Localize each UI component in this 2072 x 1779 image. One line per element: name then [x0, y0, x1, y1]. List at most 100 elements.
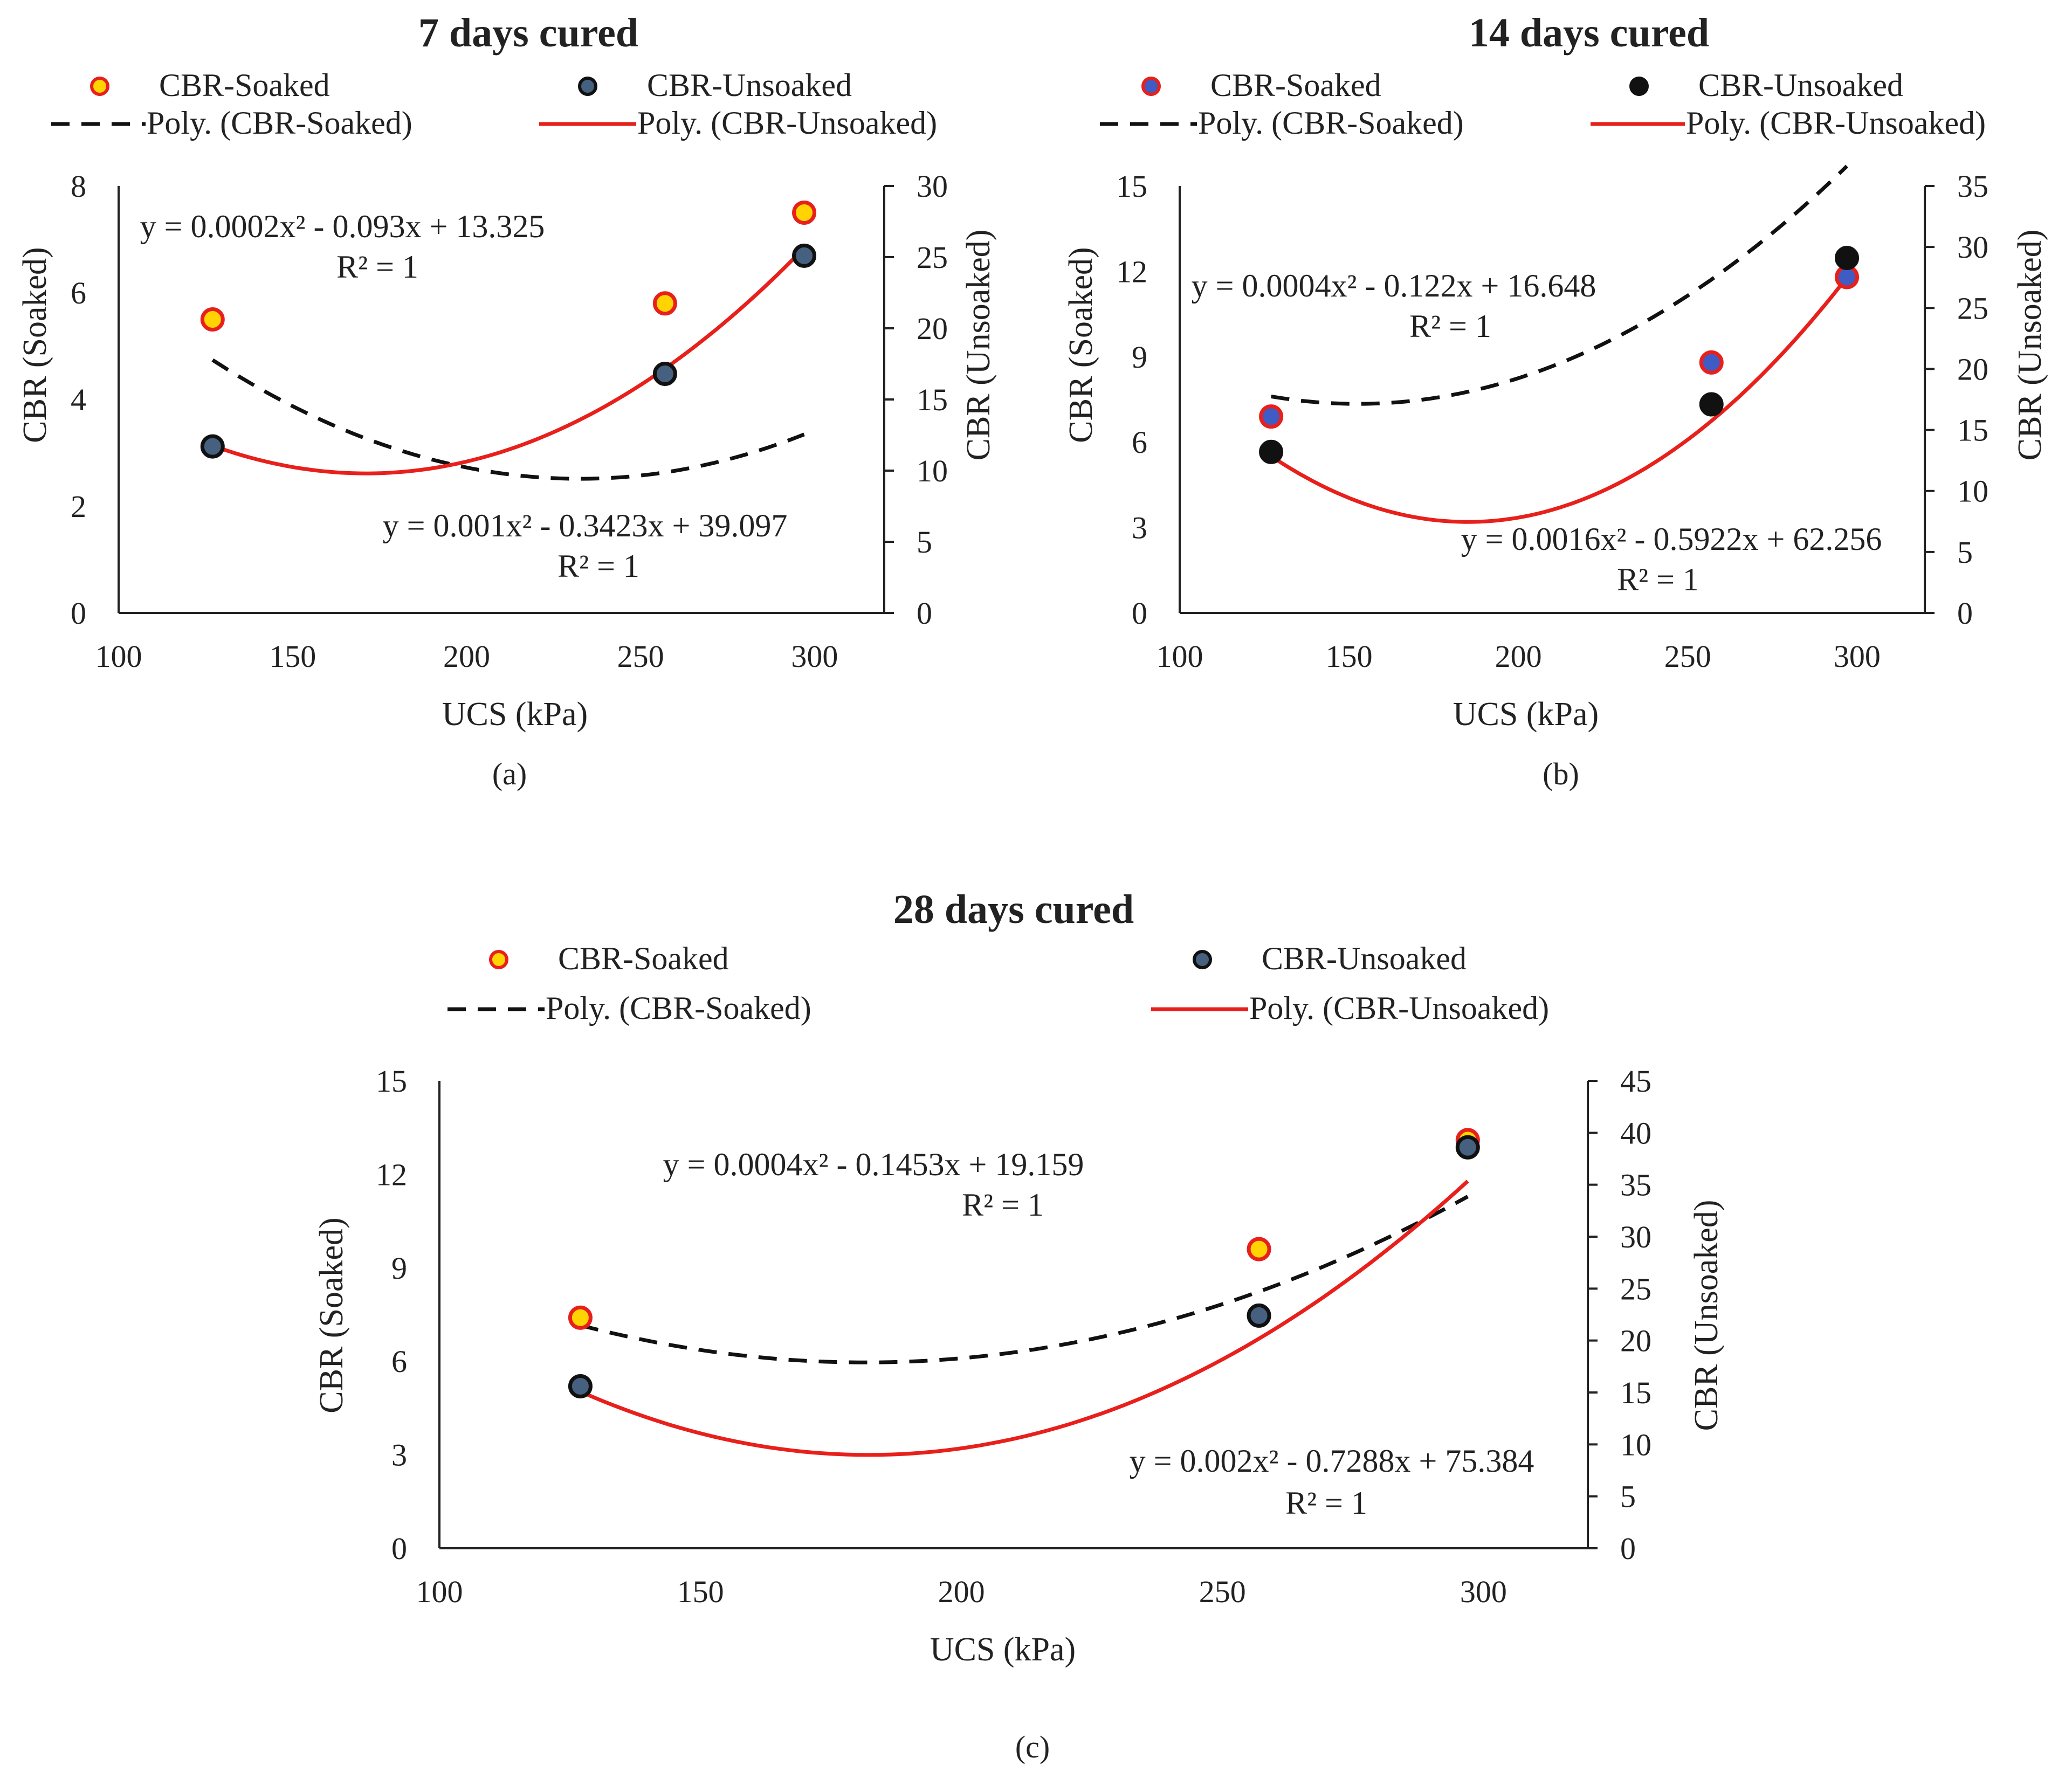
legend-label-unsoaked-trend: Poly. (CBR-Unsoaked): [637, 105, 937, 141]
legend-label-unsoaked: CBR-Unsoaked: [1262, 941, 1467, 976]
equation-soaked: y = 0.0002x² - 0.093x + 13.325: [140, 209, 545, 244]
r-squared-unsoaked: R² = 1: [1617, 562, 1699, 597]
legend-marker-soaked: [90, 77, 109, 96]
x-tick-label: 100: [416, 1574, 463, 1609]
x-tick-label: 150: [269, 639, 316, 674]
legend-label-unsoaked: CBR-Unsoaked: [1698, 67, 1903, 103]
legend-marker-unsoaked: [578, 77, 597, 96]
y-left-tick-label: 15: [1116, 169, 1147, 204]
data-point-soaked: [792, 201, 817, 225]
legend-label-soaked-trend: Poly. (CBR-Soaked): [1198, 105, 1464, 141]
x-axis-label: UCS (kPa): [930, 1631, 1076, 1668]
y-right-tick-label: 5: [1620, 1479, 1636, 1514]
legend: CBR-Soaked CBR-Unsoaked Poly. (CBR-Soaked)…: [448, 941, 1549, 1026]
y-right-tick-label: 30: [917, 169, 948, 204]
legend-label-unsoaked-trend: Poly. (CBR-Unsoaked): [1686, 105, 1986, 141]
data-point-soaked: [200, 307, 225, 332]
trendline-soaked: [1271, 164, 1848, 406]
y-left-tick-label: 6: [1132, 425, 1147, 460]
y-right-tick-label: 10: [1957, 474, 1988, 509]
data-point-soaked: [1699, 350, 1724, 375]
y-right-tick-label: 40: [1620, 1115, 1651, 1150]
y-right-tick-label: 15: [1620, 1375, 1651, 1410]
legend-label-soaked: CBR-Soaked: [159, 67, 330, 103]
y-right-tick-label: 5: [917, 525, 932, 560]
y-right-tick-label: 15: [917, 382, 948, 417]
y-right-tick-label: 25: [1957, 291, 1988, 326]
r-squared-unsoaked: R² = 1: [1285, 1485, 1367, 1521]
legend-marker-unsoaked: [1629, 77, 1649, 96]
y-right-tick-label: 35: [1957, 169, 1988, 204]
chart-title: 28 days cured: [893, 887, 1134, 932]
y-left-tick-label: 15: [376, 1064, 407, 1099]
x-tick-label: 300: [791, 639, 838, 674]
x-tick-label: 150: [1326, 639, 1373, 674]
y-right-tick-label: 10: [917, 453, 948, 488]
equation-unsoaked: y = 0.002x² - 0.7288x + 75.384: [1130, 1443, 1534, 1479]
x-tick-label: 250: [1664, 639, 1711, 674]
y-right-tick-label: 10: [1620, 1427, 1651, 1462]
legend-label-unsoaked-trend: Poly. (CBR-Unsoaked): [1249, 990, 1549, 1026]
trendline-soaked: [580, 1195, 1469, 1364]
y-right-tick-label: 35: [1620, 1168, 1651, 1203]
equation-unsoaked: y = 0.0016x² - 0.5922x + 62.256: [1461, 521, 1882, 557]
subfigure-caption: (b): [1543, 756, 1579, 791]
y-axis-right-label: CBR (Unsoaked): [2012, 230, 2048, 461]
r-squared-unsoaked: R² = 1: [557, 548, 639, 584]
y-axis-right-label: CBR (Unsoaked): [960, 230, 997, 461]
x-tick-label: 200: [938, 1574, 985, 1609]
y-left-tick-label: 8: [71, 169, 86, 204]
trendline-soaked: [211, 358, 805, 481]
x-axis-label: UCS (kPa): [442, 696, 588, 733]
y-axis-left-label: CBR (Soaked): [1063, 247, 1099, 443]
data-point-unsoaked: [652, 361, 677, 386]
x-tick-label: 300: [1460, 1574, 1507, 1609]
x-tick-label: 200: [1495, 639, 1542, 674]
legend: CBR-Soaked CBR-Unsoaked Poly. (CBR-Soaked)…: [51, 67, 937, 141]
legend-marker-soaked: [1141, 77, 1161, 96]
data-point-soaked: [652, 291, 677, 316]
y-left-tick-label: 0: [71, 596, 86, 631]
y-right-tick-label: 20: [1957, 351, 1988, 387]
y-left-tick-label: 4: [71, 382, 86, 417]
y-left-tick-label: 3: [391, 1438, 407, 1473]
data-point-unsoaked: [568, 1374, 593, 1398]
chart-panel-c: 28 days cured CBR-Soaked CBR-Unsoaked Poly.…: [313, 887, 1725, 1764]
r-squared-soaked: R² = 1: [1409, 308, 1491, 344]
y-right-tick-label: 15: [1957, 413, 1988, 448]
x-axis-label: UCS (kPa): [1453, 696, 1599, 733]
data-point-soaked: [1247, 1237, 1271, 1261]
equation-unsoaked: y = 0.001x² - 0.3423x + 39.097: [383, 508, 788, 543]
y-right-tick-label: 20: [1620, 1323, 1651, 1359]
x-tick-label: 100: [1157, 639, 1203, 674]
legend-marker-unsoaked: [1193, 950, 1212, 969]
y-left-tick-label: 0: [391, 1531, 407, 1566]
r-squared-soaked: R² = 1: [336, 249, 418, 285]
y-right-tick-label: 25: [1620, 1271, 1651, 1306]
y-right-tick-label: 25: [917, 240, 948, 275]
y-right-tick-label: 30: [1957, 230, 1988, 265]
y-axis-right-label: CBR (Unsoaked): [1688, 1200, 1725, 1431]
y-right-tick-label: 0: [1957, 596, 1973, 631]
data-point-unsoaked: [200, 434, 225, 459]
y-axis-left-label: CBR (Soaked): [313, 1217, 350, 1413]
y-left-tick-label: 2: [71, 489, 86, 524]
data-point-unsoaked: [792, 243, 817, 268]
chart-title: 14 days cured: [1469, 10, 1709, 56]
legend-marker-soaked: [489, 950, 508, 969]
subfigure-caption: (c): [1015, 1729, 1050, 1764]
x-tick-label: 200: [443, 639, 490, 674]
subfigure-caption: (a): [492, 756, 527, 791]
data-point-unsoaked: [1247, 1303, 1271, 1328]
data-point-soaked: [568, 1305, 593, 1330]
x-tick-label: 250: [1199, 1574, 1246, 1609]
y-right-tick-label: 0: [1620, 1531, 1636, 1566]
trendline-unsoaked: [212, 246, 806, 475]
y-right-tick-label: 20: [917, 311, 948, 346]
legend-label-soaked: CBR-Soaked: [1210, 67, 1381, 103]
y-right-tick-label: 45: [1620, 1064, 1651, 1099]
data-point-soaked: [1259, 404, 1284, 429]
